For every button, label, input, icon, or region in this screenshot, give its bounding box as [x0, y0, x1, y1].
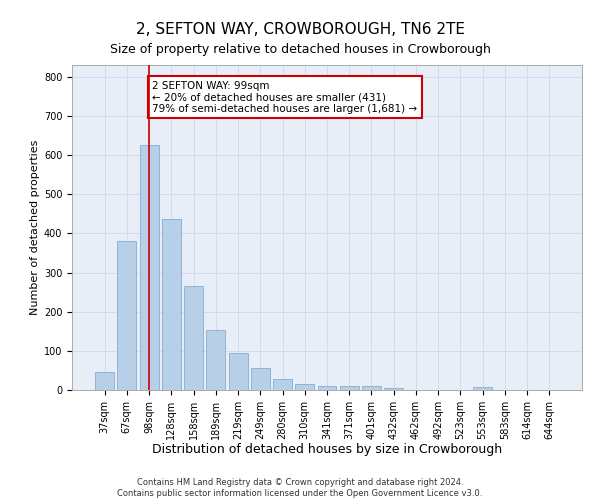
X-axis label: Distribution of detached houses by size in Crowborough: Distribution of detached houses by size … [152, 444, 502, 456]
Text: 2 SEFTON WAY: 99sqm
← 20% of detached houses are smaller (431)
79% of semi-detac: 2 SEFTON WAY: 99sqm ← 20% of detached ho… [152, 80, 418, 114]
Bar [473, 387, 492, 390]
Bar [340, 386, 359, 390]
Text: 2, SEFTON WAY, CROWBOROUGH, TN6 2TE: 2, SEFTON WAY, CROWBOROUGH, TN6 2TE [136, 22, 464, 38]
Bar [317, 386, 337, 390]
Text: Contains HM Land Registry data © Crown copyright and database right 2024.
Contai: Contains HM Land Registry data © Crown c… [118, 478, 482, 498]
Y-axis label: Number of detached properties: Number of detached properties [29, 140, 40, 315]
Text: Size of property relative to detached houses in Crowborough: Size of property relative to detached ho… [110, 42, 490, 56]
Bar [95, 372, 114, 390]
Bar [118, 241, 136, 390]
Bar [162, 219, 181, 390]
Bar [229, 353, 248, 390]
Bar [273, 379, 292, 390]
Bar [184, 286, 203, 390]
Bar [140, 146, 158, 390]
Bar [251, 368, 270, 390]
Bar [384, 388, 403, 390]
Bar [295, 384, 314, 390]
Bar [206, 330, 225, 390]
Bar [362, 386, 381, 390]
